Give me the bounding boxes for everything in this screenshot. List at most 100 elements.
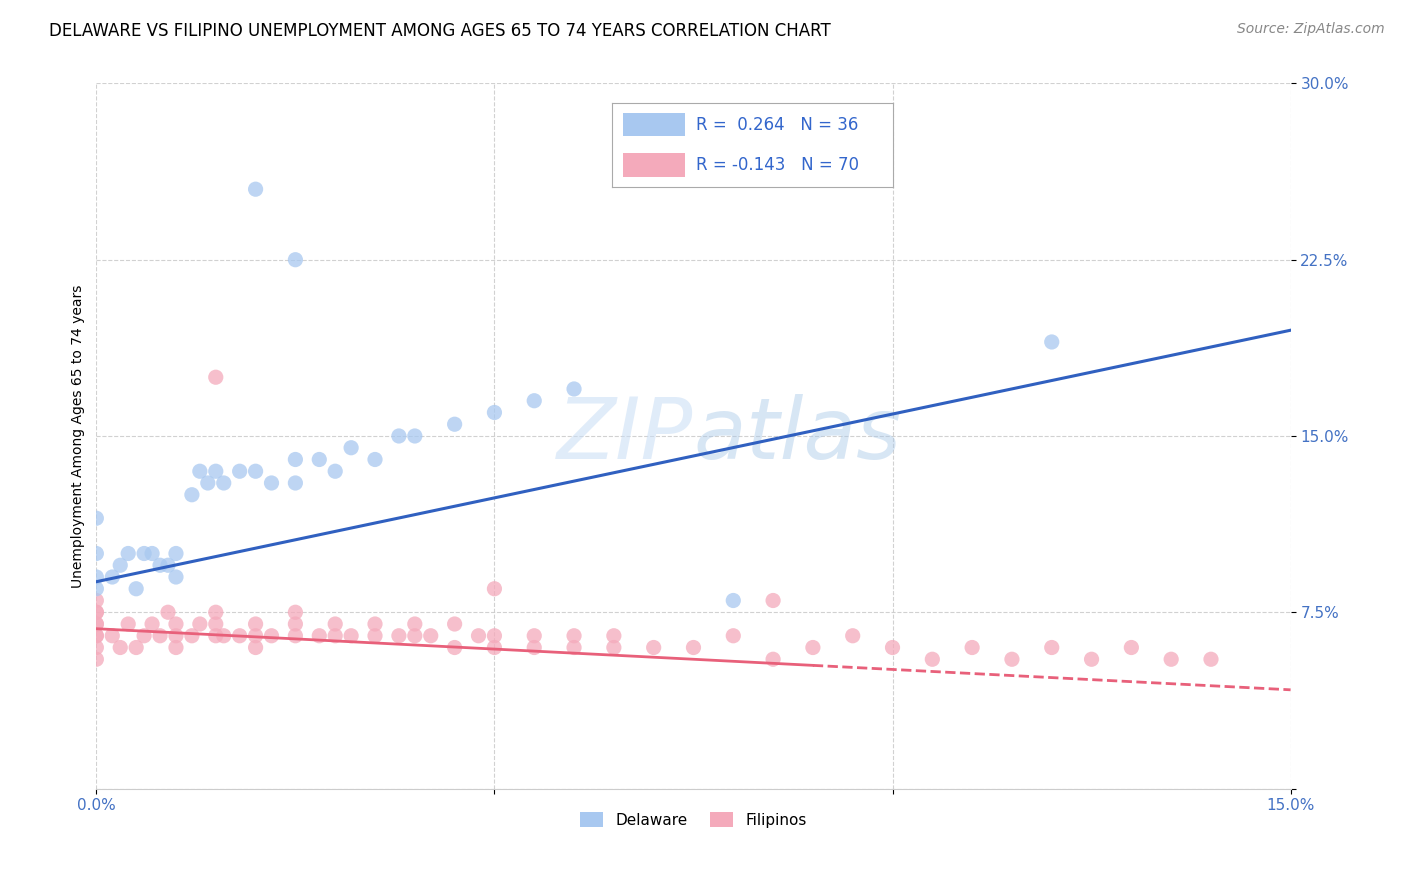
Point: [523, 640, 546, 655]
Point: [212, 629, 235, 643]
Point: [340, 441, 363, 455]
Point: [228, 629, 250, 643]
Point: [110, 640, 132, 655]
Point: [1001, 652, 1024, 666]
Point: [443, 417, 465, 432]
Point: [134, 547, 156, 561]
Point: [562, 640, 585, 655]
Point: [197, 475, 219, 490]
Point: [308, 452, 330, 467]
Point: [86, 617, 108, 632]
Point: [960, 640, 983, 655]
Point: [603, 640, 626, 655]
Point: [204, 605, 226, 619]
Point: [149, 558, 172, 573]
Point: [1040, 334, 1063, 349]
Point: [86, 629, 108, 643]
Point: [260, 475, 283, 490]
Point: [467, 629, 489, 643]
Point: [284, 605, 307, 619]
Point: [188, 617, 211, 632]
Point: [101, 629, 124, 643]
Point: [762, 593, 785, 607]
Point: [204, 464, 226, 478]
Text: R = -0.143   N = 70: R = -0.143 N = 70: [696, 156, 859, 174]
Point: [364, 452, 387, 467]
Legend: Delaware, Filipinos: Delaware, Filipinos: [574, 805, 813, 834]
Point: [117, 617, 139, 632]
Point: [245, 617, 267, 632]
Point: [762, 652, 785, 666]
Point: [245, 629, 267, 643]
Point: [1080, 652, 1102, 666]
Point: [723, 629, 745, 643]
Point: [284, 617, 307, 632]
Point: [86, 511, 108, 525]
Point: [1199, 652, 1222, 666]
Y-axis label: Unemployment Among Ages 65 to 74 years: Unemployment Among Ages 65 to 74 years: [72, 285, 86, 588]
Point: [801, 640, 824, 655]
Point: [165, 629, 187, 643]
Point: [284, 475, 307, 490]
Point: [364, 629, 387, 643]
Point: [86, 640, 108, 655]
Bar: [623, 112, 685, 136]
Point: [284, 452, 307, 467]
Point: [723, 593, 745, 607]
Point: [523, 393, 546, 408]
Point: [323, 617, 346, 632]
Point: [484, 640, 506, 655]
Point: [180, 488, 202, 502]
Point: [86, 605, 108, 619]
Point: [1040, 640, 1063, 655]
Point: [882, 640, 904, 655]
Point: [86, 547, 108, 561]
Point: [404, 629, 426, 643]
Point: [86, 629, 108, 643]
Point: [188, 464, 211, 478]
Point: [419, 629, 441, 643]
Point: [1121, 640, 1143, 655]
Point: [484, 629, 506, 643]
Point: [443, 617, 465, 632]
Point: [204, 629, 226, 643]
Text: R =  0.264   N = 36: R = 0.264 N = 36: [696, 116, 858, 134]
Point: [245, 182, 267, 196]
Point: [562, 629, 585, 643]
Point: [404, 617, 426, 632]
Point: [260, 629, 283, 643]
Point: [101, 570, 124, 584]
Point: [86, 570, 108, 584]
Text: DELAWARE VS FILIPINO UNEMPLOYMENT AMONG AGES 65 TO 74 YEARS CORRELATION CHART: DELAWARE VS FILIPINO UNEMPLOYMENT AMONG …: [49, 22, 831, 40]
Point: [141, 547, 163, 561]
Point: [841, 629, 863, 643]
Point: [308, 629, 330, 643]
Point: [204, 617, 226, 632]
Point: [125, 640, 148, 655]
Point: [165, 617, 187, 632]
Text: atlas: atlas: [693, 394, 901, 477]
Point: [204, 370, 226, 384]
Point: [180, 629, 202, 643]
Point: [484, 405, 506, 419]
Point: [484, 582, 506, 596]
Point: [1160, 652, 1182, 666]
Point: [603, 629, 626, 643]
Point: [245, 464, 267, 478]
Point: [682, 640, 704, 655]
Point: [388, 429, 411, 443]
Point: [117, 547, 139, 561]
Point: [165, 640, 187, 655]
Point: [110, 558, 132, 573]
Text: Source: ZipAtlas.com: Source: ZipAtlas.com: [1237, 22, 1385, 37]
Point: [125, 582, 148, 596]
Point: [643, 640, 665, 655]
Point: [165, 570, 187, 584]
Point: [340, 629, 363, 643]
Point: [86, 652, 108, 666]
Point: [523, 629, 546, 643]
Point: [284, 629, 307, 643]
Point: [245, 640, 267, 655]
Point: [134, 629, 156, 643]
Point: [149, 629, 172, 643]
